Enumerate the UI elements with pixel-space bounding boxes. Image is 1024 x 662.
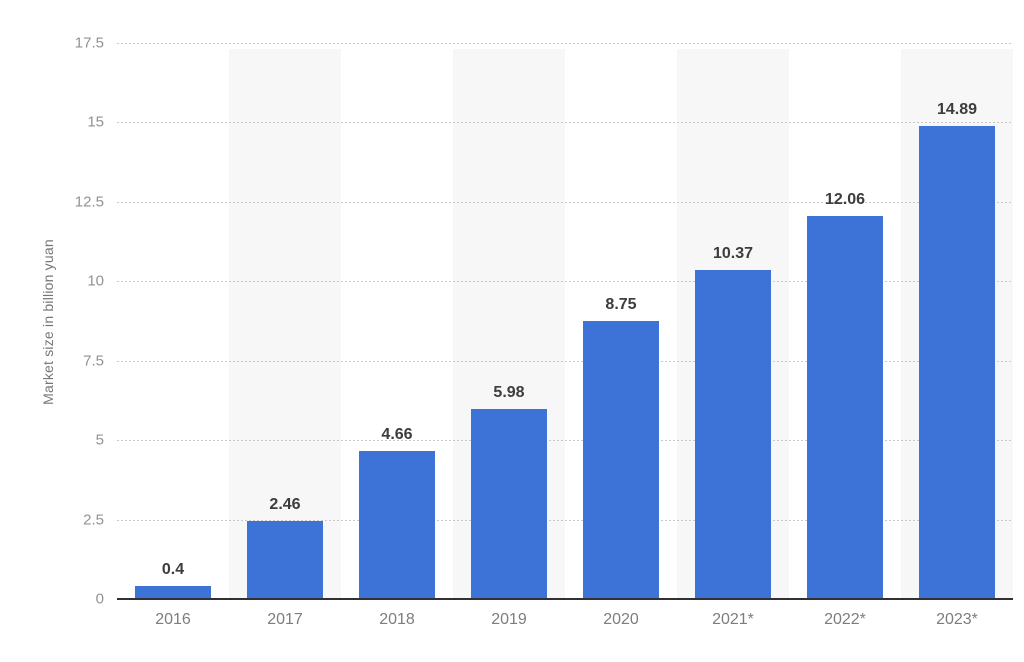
column-stripe-2017 [229, 49, 341, 598]
value-label-2020: 8.75 [605, 296, 637, 313]
gridline-10 [117, 281, 1013, 283]
y-tick-15: 15 [87, 113, 104, 131]
gridline-5 [117, 440, 1013, 442]
x-label-2019: 2019 [491, 611, 527, 628]
gridline-7.5 [117, 360, 1013, 362]
value-label-2018: 4.66 [381, 426, 413, 443]
gridline-2.5 [117, 519, 1013, 521]
y-tick-17.5: 17.5 [74, 34, 104, 52]
y-tick-5: 5 [95, 431, 104, 449]
x-label-2023*: 2023* [936, 611, 978, 628]
x-axis-line [117, 598, 1013, 600]
value-label-2017: 2.46 [269, 496, 301, 513]
x-label-2021*: 2021* [712, 611, 754, 628]
value-label-2016: 0.4 [161, 561, 185, 578]
y-tick-10: 10 [87, 272, 104, 290]
bar-2022*[interactable] [807, 216, 883, 599]
bar-2020[interactable] [583, 321, 659, 599]
value-label-2021*: 10.37 [712, 245, 754, 262]
bar-2017[interactable] [247, 521, 323, 599]
bar-2018[interactable] [359, 451, 435, 599]
gridline-12.5 [117, 201, 1013, 203]
x-label-2020: 2020 [603, 611, 639, 628]
x-label-2016: 2016 [155, 611, 191, 628]
value-label-2022*: 12.06 [824, 191, 866, 208]
bar-2016[interactable] [135, 586, 211, 599]
y-tick-12.5: 12.5 [74, 193, 104, 211]
y-tick-2.5: 2.5 [83, 511, 104, 529]
bar-2019[interactable] [471, 409, 547, 599]
y-axis-title: Market size in billion yuan [40, 239, 56, 405]
value-label-2023*: 14.89 [936, 101, 978, 118]
x-label-2022*: 2022* [824, 611, 866, 628]
y-tick-0: 0 [95, 590, 104, 608]
bar-2023*[interactable] [919, 126, 995, 599]
bar-2021*[interactable] [695, 270, 771, 599]
y-tick-7.5: 7.5 [83, 352, 104, 370]
gridline-15 [117, 122, 1013, 124]
gridline-17.5 [117, 43, 1013, 44]
x-label-2017: 2017 [267, 611, 303, 628]
value-label-2019: 5.98 [493, 384, 525, 401]
x-label-2018: 2018 [379, 611, 415, 628]
